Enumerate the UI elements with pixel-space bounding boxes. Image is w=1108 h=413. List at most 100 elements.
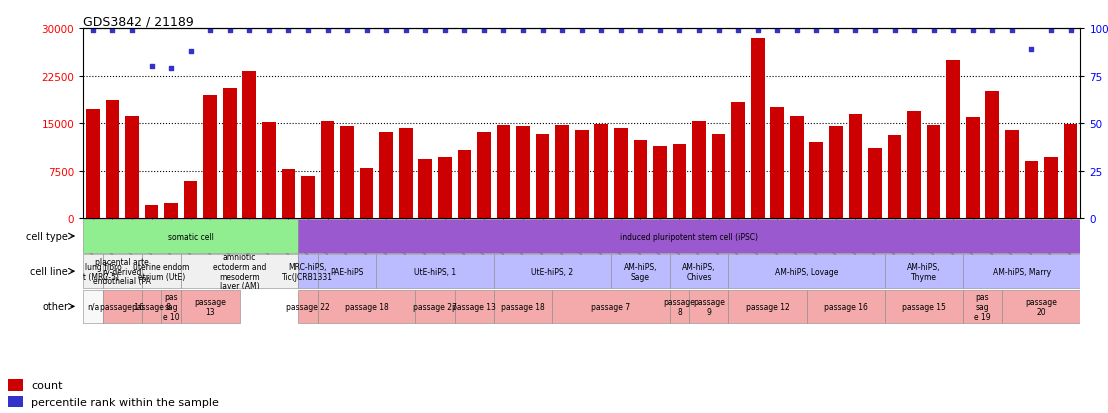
FancyBboxPatch shape: [611, 255, 669, 288]
Bar: [849, 115, 862, 219]
Point: [632, 28, 649, 34]
Point: [847, 28, 864, 34]
Text: other: other: [42, 301, 69, 312]
Text: uterine endom
etrium (UtE): uterine endom etrium (UtE): [133, 262, 189, 281]
Bar: [555, 126, 570, 219]
Point: [1061, 28, 1079, 34]
Bar: [751, 38, 765, 219]
FancyBboxPatch shape: [494, 255, 611, 288]
Bar: [340, 127, 353, 219]
Point: [84, 28, 102, 34]
FancyBboxPatch shape: [298, 220, 1080, 253]
Bar: [281, 169, 295, 219]
Text: passage 18: passage 18: [501, 302, 545, 311]
Point: [690, 28, 708, 34]
Point: [220, 28, 238, 34]
FancyBboxPatch shape: [963, 255, 1080, 288]
Bar: [770, 107, 784, 219]
Bar: [575, 131, 588, 219]
Point: [319, 28, 337, 34]
Text: passage
8: passage 8: [664, 297, 696, 316]
FancyBboxPatch shape: [142, 255, 181, 288]
FancyBboxPatch shape: [963, 290, 1002, 323]
Text: percentile rank within the sample: percentile rank within the sample: [31, 396, 219, 406]
Point: [925, 28, 943, 34]
Point: [202, 28, 219, 34]
Text: AM-hiPS, Marry: AM-hiPS, Marry: [993, 267, 1050, 276]
Bar: [243, 72, 256, 219]
Bar: [711, 135, 726, 219]
FancyBboxPatch shape: [728, 255, 885, 288]
Point: [573, 28, 591, 34]
FancyBboxPatch shape: [83, 290, 103, 323]
Text: passage 16: passage 16: [100, 302, 144, 311]
FancyBboxPatch shape: [669, 290, 689, 323]
Point: [808, 28, 825, 34]
Point: [729, 28, 747, 34]
Point: [417, 28, 434, 34]
Text: passage 22: passage 22: [286, 302, 330, 311]
Text: passage 15: passage 15: [902, 302, 946, 311]
Point: [378, 28, 396, 34]
Bar: [926, 126, 941, 219]
Point: [514, 28, 532, 34]
Text: n/a: n/a: [86, 302, 99, 311]
Bar: [1064, 125, 1077, 219]
Bar: [869, 149, 882, 219]
Point: [670, 28, 688, 34]
Bar: [673, 145, 686, 219]
Point: [827, 28, 844, 34]
FancyBboxPatch shape: [83, 220, 298, 253]
Bar: [8, 396, 23, 407]
Text: placental arte
ry-derived
endothelial (PA: placental arte ry-derived endothelial (P…: [93, 257, 151, 286]
Text: cell type: cell type: [27, 231, 69, 242]
Bar: [399, 129, 412, 219]
Point: [1043, 28, 1060, 34]
FancyBboxPatch shape: [181, 255, 298, 288]
Text: passage 27: passage 27: [413, 302, 456, 311]
Bar: [164, 203, 178, 219]
Bar: [8, 379, 23, 391]
Text: AM-hiPS,
Thyme: AM-hiPS, Thyme: [907, 262, 941, 281]
Text: passage 16: passage 16: [823, 302, 868, 311]
Bar: [536, 135, 550, 219]
Point: [475, 28, 493, 34]
Point: [885, 28, 903, 34]
Bar: [261, 123, 276, 219]
Bar: [105, 100, 120, 219]
Bar: [1025, 162, 1038, 219]
Bar: [966, 118, 979, 219]
Bar: [478, 133, 491, 219]
Bar: [1005, 130, 1018, 219]
Point: [182, 48, 199, 55]
Text: GDS3842 / 21189: GDS3842 / 21189: [83, 16, 194, 29]
Point: [240, 28, 258, 34]
FancyBboxPatch shape: [494, 290, 553, 323]
Bar: [790, 116, 803, 219]
Point: [749, 28, 767, 34]
Bar: [888, 135, 902, 219]
Point: [593, 28, 611, 34]
Point: [455, 28, 473, 34]
Bar: [86, 110, 100, 219]
Bar: [692, 122, 706, 219]
Text: passage 12: passage 12: [746, 302, 789, 311]
Point: [143, 64, 161, 70]
Point: [553, 28, 571, 34]
Bar: [458, 151, 471, 219]
Point: [944, 28, 962, 34]
Bar: [985, 92, 999, 219]
Bar: [204, 95, 217, 219]
Point: [397, 28, 414, 34]
Text: amniotic
ectoderm and
mesoderm
layer (AM): amniotic ectoderm and mesoderm layer (AM…: [213, 252, 266, 291]
Point: [162, 66, 179, 72]
FancyBboxPatch shape: [103, 255, 142, 288]
FancyBboxPatch shape: [807, 290, 885, 323]
FancyBboxPatch shape: [885, 255, 963, 288]
Point: [710, 28, 728, 34]
Point: [612, 28, 629, 34]
FancyBboxPatch shape: [669, 255, 728, 288]
Bar: [125, 116, 138, 219]
Point: [299, 28, 317, 34]
FancyBboxPatch shape: [142, 290, 162, 323]
